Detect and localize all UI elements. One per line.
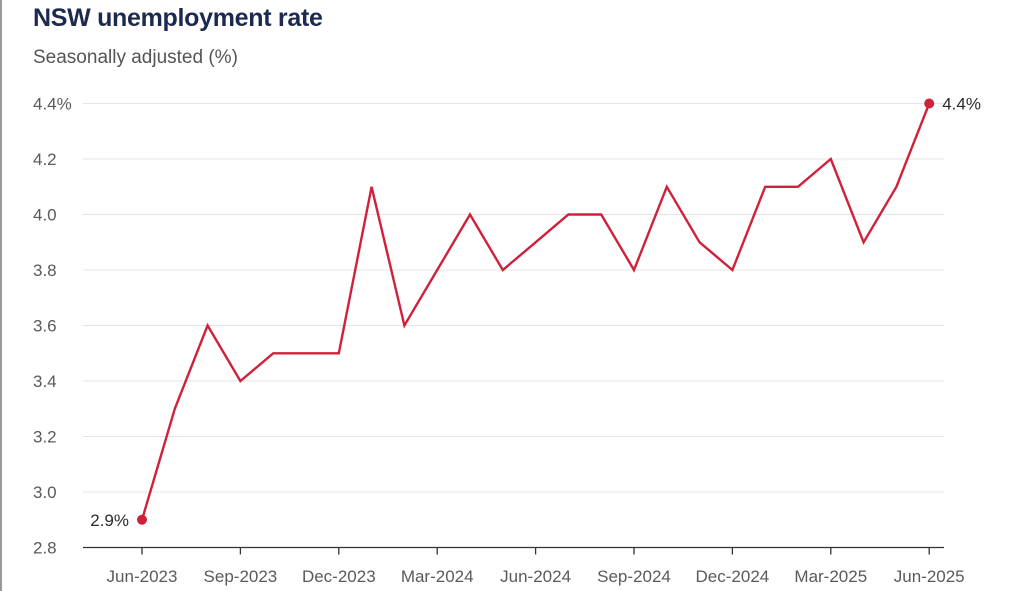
y-tick-label: 3.2 [33,428,57,447]
x-tick-label: Sep-2024 [597,567,671,586]
y-tick-label: 3.8 [33,261,57,280]
series-layer [140,103,931,521]
y-tick-label: 3.4 [33,372,57,391]
x-tick-label: Sep-2023 [204,567,278,586]
chart-title: NSW unemployment rate [33,4,323,32]
data-labels: 2.9% 4.4% [90,95,981,530]
y-tick-label: 4.4% [33,95,72,114]
gridlines [83,103,944,493]
x-tick-label: Mar-2025 [794,567,867,586]
x-axis: Jun-2023 Sep-2023 Dec-2023 Mar-2024 Jun-2024… [83,546,965,586]
data-label: 4.4% [942,95,981,114]
endpoint-marker [137,514,147,525]
x-tick-label: Jun-2025 [894,567,965,586]
x-tick-label: Dec-2024 [696,567,770,586]
data-label: 2.9% [90,511,129,530]
y-tick-label: 2.8 [33,539,57,558]
chart-subtitle: Seasonally adjusted (%) [33,47,238,68]
x-tick-label: Jun-2024 [500,567,571,586]
y-tick-label: 3.0 [33,483,57,502]
left-border [0,0,2,591]
x-tick-label: Dec-2023 [302,567,376,586]
y-tick-label: 4.2 [33,150,57,169]
y-axis-ticks: 4.4% 4.2 4.0 3.8 3.6 3.4 3.2 3.0 2.8 [33,95,72,558]
y-tick-label: 4.0 [33,206,57,225]
y-tick-label: 3.6 [33,317,57,336]
endpoint-marker [924,98,935,109]
x-tick-label: Mar-2024 [401,567,474,586]
series-line [140,103,931,521]
x-tick-label: Jun-2023 [107,567,178,586]
